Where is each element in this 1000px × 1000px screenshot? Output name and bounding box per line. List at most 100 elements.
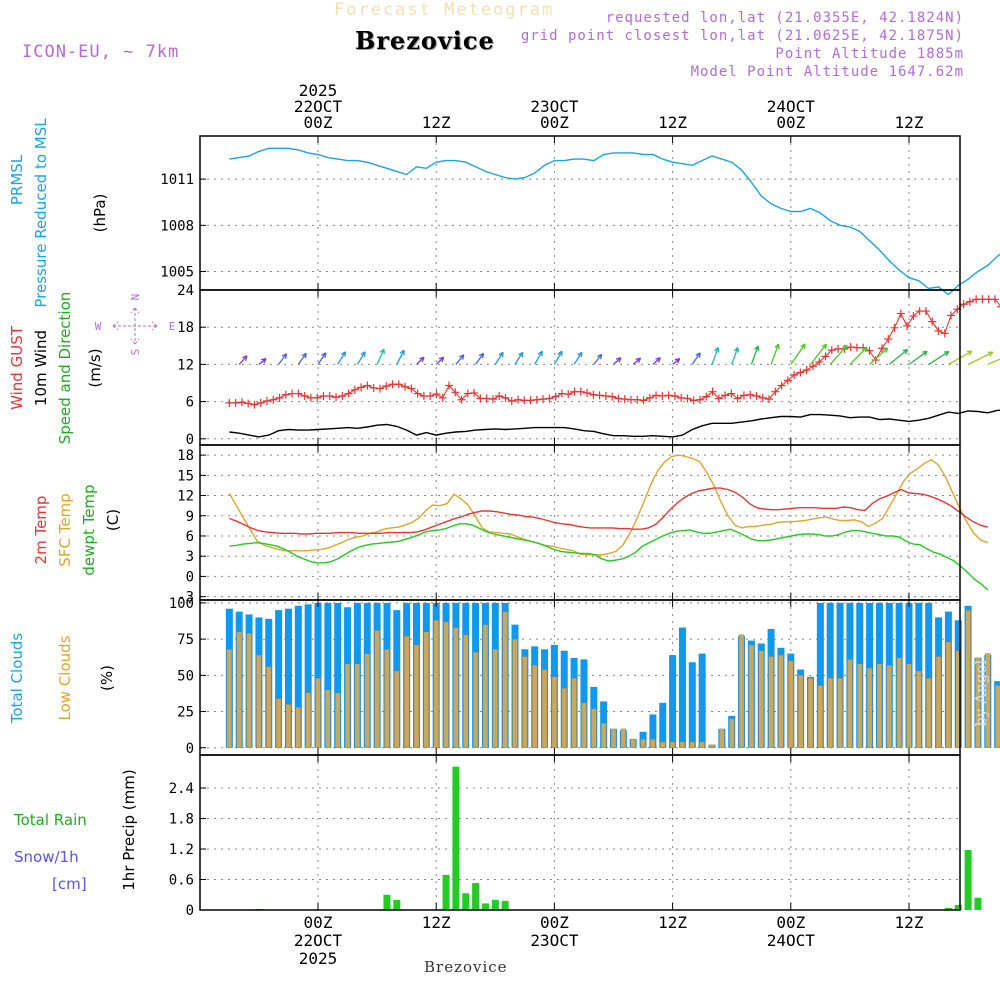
bottom-time-label: 22OCT <box>294 931 343 950</box>
low-cloud-bar <box>857 663 863 748</box>
low-cloud-bar <box>354 663 361 748</box>
gust-marker <box>608 392 617 401</box>
wind-arrow-head <box>902 348 909 355</box>
total-cloud-bar <box>294 605 302 748</box>
total-cloud-bar <box>816 602 824 748</box>
low-cloud-bar <box>561 688 567 748</box>
wind-arrow-head <box>882 347 889 353</box>
wind-arrow-head <box>379 348 385 355</box>
wind-arrow <box>593 353 603 365</box>
low-cloud-bar <box>768 656 774 748</box>
gust-marker <box>256 398 265 407</box>
top-time-label: 00Z <box>540 113 569 132</box>
wind-speed-line <box>229 409 1000 438</box>
total-cloud-bar <box>284 608 292 748</box>
low-cloud-bar <box>679 741 686 748</box>
wind-arrow <box>356 351 366 365</box>
ytick-label: 1011 <box>160 172 194 188</box>
grid-point-coords: grid point closest lon,lat (21.0625E, 42… <box>520 28 964 44</box>
gust-marker <box>664 391 673 400</box>
total-cloud-bar <box>334 602 342 748</box>
gust-marker <box>702 392 711 401</box>
precip-bar <box>964 850 972 910</box>
low-cloud-bar <box>945 641 952 748</box>
low-cloud-bar <box>689 741 695 748</box>
gust-marker <box>325 392 334 401</box>
gust-marker <box>758 393 767 402</box>
wind-arrow-head <box>615 357 622 363</box>
gust-marker <box>921 307 930 316</box>
ytick-label: 0.6 <box>169 873 194 889</box>
low-cloud-bar <box>778 654 784 748</box>
gust-marker <box>670 392 679 401</box>
gust-marker <box>746 390 755 399</box>
wind-arrow <box>731 347 739 365</box>
wind-arrow <box>869 347 889 365</box>
low-cloud-bar <box>226 649 233 748</box>
ytick-label: 12 <box>177 357 194 373</box>
gust-marker <box>507 396 516 405</box>
wind-arrow <box>278 353 288 365</box>
faint-title: Forecast Meteogram <box>334 0 555 20</box>
wind-arrow <box>553 350 563 365</box>
gust-marker <box>488 395 497 404</box>
wind-arrow <box>888 349 909 365</box>
low-cloud-bar <box>256 654 262 748</box>
wind-arrow <box>632 357 641 365</box>
wind-arrow-head <box>635 357 642 363</box>
wind-arrow <box>672 358 681 365</box>
ytick-label: 18 <box>177 448 194 464</box>
gust-marker <box>790 370 799 379</box>
compass-rose <box>112 307 158 345</box>
total-cloud-bar <box>649 714 657 748</box>
low-cloud-bar <box>581 702 587 748</box>
bottom-time-label: 23OCT <box>530 931 579 950</box>
top-time-label: 2025 <box>299 81 338 100</box>
low-cloud-bar <box>541 669 548 748</box>
gust-marker <box>363 381 372 390</box>
wind-arrow-head <box>242 355 248 361</box>
low-cloud-bar <box>374 630 380 748</box>
low-cloud-bar <box>837 678 843 748</box>
low-cloud-bar <box>660 741 666 748</box>
wind-arrow <box>790 343 806 365</box>
low-cloud-bar <box>847 659 853 748</box>
low-cloud-bar <box>236 631 242 748</box>
gust-marker <box>263 396 272 405</box>
low-cloud-bar <box>591 708 597 748</box>
wind-arrow-head <box>478 352 485 359</box>
total-cloud-bar <box>688 662 696 748</box>
low-cloud-bar <box>266 666 272 748</box>
wind-arrow-head <box>922 350 928 357</box>
station-title: Brezovice <box>355 26 495 55</box>
bottom-time-label: 00Z <box>776 913 805 932</box>
gust-marker <box>796 368 805 377</box>
gust-marker <box>997 306 1000 308</box>
wind-arrow <box>258 358 267 365</box>
wind-arrow <box>908 350 928 365</box>
low-cloud-bar <box>246 633 252 748</box>
wind-arrow <box>337 351 346 365</box>
wind-arrow-head <box>754 345 760 352</box>
gust-marker <box>947 311 956 320</box>
temp2m-line <box>229 487 988 535</box>
low-cloud-bar <box>413 644 420 748</box>
gust-marker <box>765 395 774 404</box>
panel-frame <box>199 754 961 911</box>
wind-arrow <box>750 345 759 365</box>
wind-arrow-head <box>714 347 720 353</box>
wind-arrow <box>317 352 327 365</box>
gust-marker <box>645 393 654 402</box>
low-cloud-bar <box>758 650 764 748</box>
low-cloud-bar <box>443 621 449 748</box>
gust-marker <box>714 394 723 403</box>
gust-marker <box>909 312 918 321</box>
total-cloud-bar <box>925 602 933 748</box>
precip-bar <box>481 903 489 910</box>
low-cloud-bar <box>295 706 301 748</box>
wind-arrow-head <box>399 349 405 356</box>
ytick-label: 1005 <box>160 265 194 281</box>
pressure-label-desc: Pressure Reduced to MSL <box>32 118 50 308</box>
gust-marker <box>652 391 661 400</box>
gust-marker <box>827 346 836 355</box>
